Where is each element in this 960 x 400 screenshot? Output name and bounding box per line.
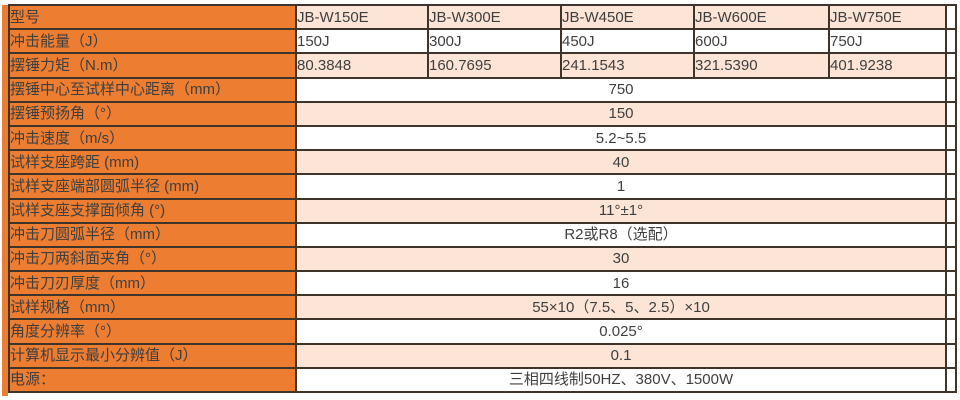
spec-value: 150J xyxy=(295,28,429,55)
row-power-supply: 电源： 三相四线制50HZ、380V、1500W xyxy=(8,366,957,394)
spec-label: 试样支座端部圆弧半径 (mm) xyxy=(8,173,297,200)
spec-value: 80.3848 xyxy=(295,52,429,79)
spec-value: 750 xyxy=(295,76,947,103)
table-left-accent-strip xyxy=(2,5,8,396)
row-computer-resolution: 计算机显示最小分辨值（J） 0.1 xyxy=(8,342,957,369)
row-angle-resolution: 角度分辨率（°） 0.025° xyxy=(8,318,957,345)
right-sliver-cell xyxy=(945,173,957,200)
spec-value: 300J xyxy=(427,28,562,55)
right-sliver-cell xyxy=(945,52,957,79)
spec-value: 160.7695 xyxy=(427,52,562,79)
spec-value: R2或R8（选配） xyxy=(295,221,947,248)
right-sliver-cell xyxy=(945,149,957,176)
spec-value: 0.1 xyxy=(295,342,947,369)
right-sliver-cell xyxy=(945,100,957,127)
spec-value: 0.025° xyxy=(295,318,947,345)
right-sliver-cell xyxy=(945,3,957,31)
right-sliver-cell xyxy=(945,76,957,103)
spec-label: 角度分辨率（°） xyxy=(8,318,297,345)
spec-value: 30 xyxy=(295,245,947,273)
spec-value: 5.2~5.5 xyxy=(295,124,947,152)
spec-value-model-4: JB-W600E xyxy=(693,3,830,31)
spec-value: 600J xyxy=(693,28,830,55)
row-impact-energy: 冲击能量（J） 150J 300J 450J 600J 750J xyxy=(8,28,957,55)
right-sliver-cell xyxy=(945,294,957,321)
spec-value: 241.1543 xyxy=(560,52,695,79)
right-sliver-cell xyxy=(945,28,957,55)
spec-label: 电源： xyxy=(8,366,297,394)
right-sliver-cell xyxy=(945,342,957,369)
spec-label: 冲击能量（J） xyxy=(8,28,297,55)
spec-value-model-1: JB-W150E xyxy=(295,3,429,31)
row-knife-angle: 冲击刀两斜面夹角（°） 30 xyxy=(8,245,957,273)
spec-value: 321.5390 xyxy=(693,52,830,79)
spec-label: 冲击刀两斜面夹角（°） xyxy=(8,245,297,273)
spec-value: 11°±1° xyxy=(295,197,947,224)
spec-value: 55×10（7.5、5、2.5）×10 xyxy=(295,294,947,321)
right-sliver-cell xyxy=(945,318,957,345)
right-sliver-cell xyxy=(945,245,957,273)
right-sliver-cell xyxy=(945,366,957,394)
spec-label: 摆锤中心至试样中心距离（mm） xyxy=(8,76,297,103)
spec-value-model-2: JB-W300E xyxy=(427,3,562,31)
spec-label: 冲击刀刃厚度（mm） xyxy=(8,270,297,297)
row-knife-radius: 冲击刀圆弧半径（mm） R2或R8（选配） xyxy=(8,221,957,248)
spec-value: 16 xyxy=(295,270,947,297)
spec-table: 型号 JB-W150E JB-W300E JB-W450E JB-W600E J… xyxy=(8,3,957,394)
spec-value: 三相四线制50HZ、380V、1500W xyxy=(295,366,947,394)
row-pendulum-torque: 摆锤力矩（N.m） 80.3848 160.7695 241.1543 321.… xyxy=(8,52,957,79)
row-center-distance: 摆锤中心至试样中心距离（mm） 750 xyxy=(8,76,957,103)
row-model: 型号 JB-W150E JB-W300E JB-W450E JB-W600E J… xyxy=(8,3,957,31)
spec-value-model-5: JB-W750E xyxy=(828,3,947,31)
spec-label: 摆锤力矩（N.m） xyxy=(8,52,297,79)
spec-value: 150 xyxy=(295,100,947,127)
spec-label: 冲击刀圆弧半径（mm） xyxy=(8,221,297,248)
spec-label: 摆锤预扬角（°） xyxy=(8,100,297,127)
right-sliver-cell xyxy=(945,124,957,152)
row-impact-speed: 冲击速度（m/s） 5.2~5.5 xyxy=(8,124,957,152)
row-support-incline: 试样支座支撑面倾角 (°) 11°±1° xyxy=(8,197,957,224)
spec-value: 1 xyxy=(295,173,947,200)
row-support-span: 试样支座跨距 (mm) 40 xyxy=(8,149,957,176)
right-sliver-cell xyxy=(945,221,957,248)
right-sliver-cell xyxy=(945,270,957,297)
spec-value: 750J xyxy=(828,28,947,55)
spec-label: 试样规格（mm） xyxy=(8,294,297,321)
spec-label: 试样支座支撑面倾角 (°) xyxy=(8,197,297,224)
row-knife-thickness: 冲击刀刃厚度（mm） 16 xyxy=(8,270,957,297)
spec-label: 冲击速度（m/s） xyxy=(8,124,297,152)
spec-label: 型号 xyxy=(8,3,297,31)
spec-value: 401.9238 xyxy=(828,52,947,79)
spec-value: 40 xyxy=(295,149,947,176)
right-sliver-cell xyxy=(945,197,957,224)
spec-value: 450J xyxy=(560,28,695,55)
spec-label: 计算机显示最小分辨值（J） xyxy=(8,342,297,369)
row-pre-raise-angle: 摆锤预扬角（°） 150 xyxy=(8,100,957,127)
row-support-end-radius: 试样支座端部圆弧半径 (mm) 1 xyxy=(8,173,957,200)
spec-label: 试样支座跨距 (mm) xyxy=(8,149,297,176)
spec-value-model-3: JB-W450E xyxy=(560,3,695,31)
row-specimen-size: 试样规格（mm） 55×10（7.5、5、2.5）×10 xyxy=(8,294,957,321)
